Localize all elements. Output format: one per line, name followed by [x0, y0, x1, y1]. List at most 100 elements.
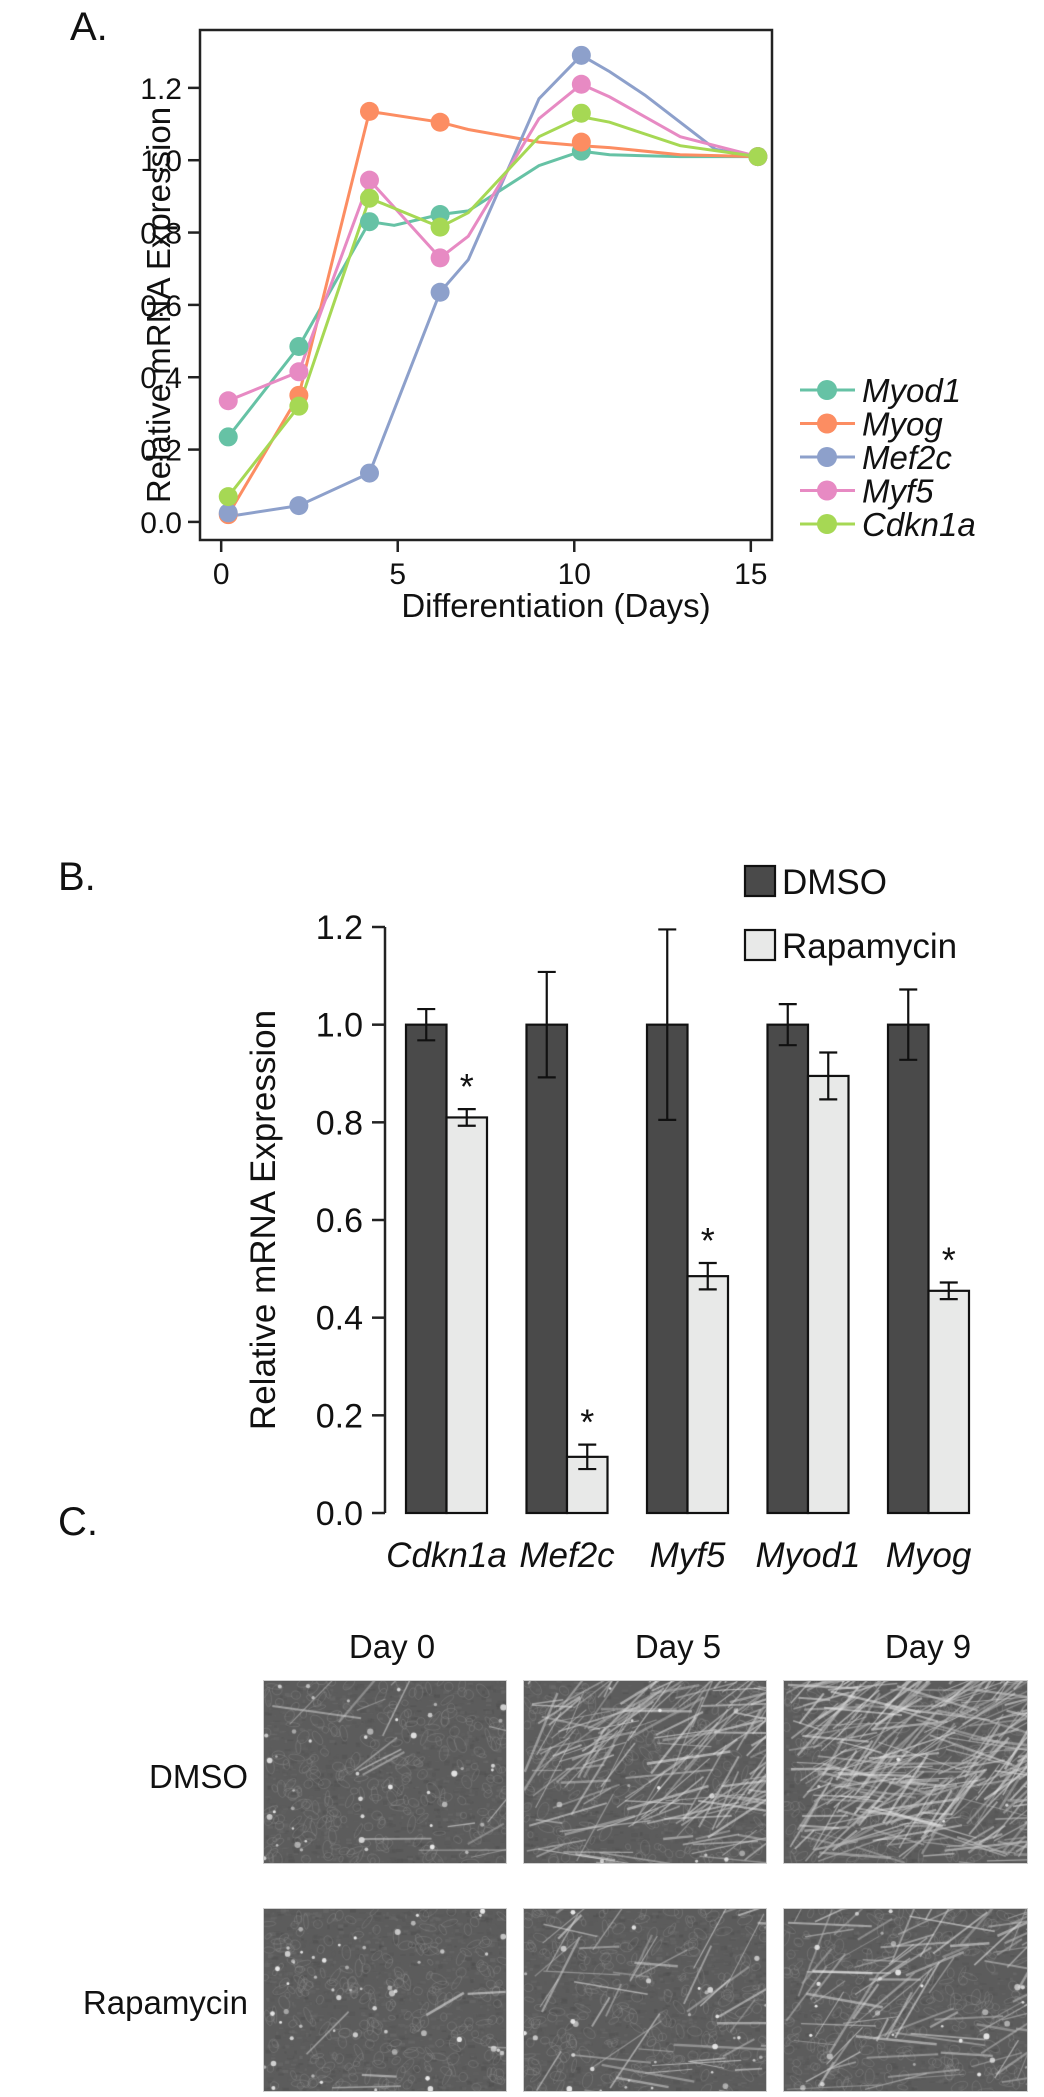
row-label-rapamycin: Rapamycin — [83, 1984, 248, 2021]
legend-label-myog: Myog — [862, 406, 943, 443]
data-point-myf5 — [430, 248, 450, 268]
data-point-myog — [430, 112, 450, 132]
bar-chart-y-tick-label: 0.4 — [316, 1300, 363, 1338]
line-series-myog — [226, 109, 758, 516]
line-series-myf5 — [227, 82, 759, 403]
line-chart-frame — [198, 28, 774, 542]
column-label-day-9: Day 9 — [885, 1628, 971, 1665]
bar-dmso-cdkn1a — [404, 1023, 448, 1515]
micrograph-rapamycin-day-9 — [783, 1908, 1028, 2092]
legend-marker-myf5 — [817, 480, 837, 501]
line-chart-x-label: Differentiation (Days) — [401, 587, 710, 624]
legend-swatch-rapamycin — [743, 928, 777, 962]
line-chart-y-tick-label: 1.0 — [140, 145, 182, 178]
bar-chart-category-label: Myf5 — [650, 1536, 726, 1575]
line-chart-y-tick-label: 1.2 — [140, 73, 182, 106]
legend-marker-mef2c — [817, 447, 837, 467]
bar-chart: 0.0 0.2 0.4 0.6 0.8 1.0 1.2 * * * * Cdkn1a Mef2c My… — [244, 863, 972, 1575]
line-chart-y-tick-label: 0.4 — [140, 362, 182, 395]
legend-label-cdkn1a: Cdkn1a — [862, 506, 976, 543]
bar-chart-y-tick-label: 1.2 — [316, 909, 363, 947]
panel-b-label: B. — [58, 855, 96, 899]
data-point-myod1 — [359, 212, 379, 232]
data-point-mef2c — [218, 503, 238, 523]
data-point-cdkn1a — [748, 147, 768, 167]
line-chart-x-tick-label: 5 — [389, 558, 406, 591]
line-chart-x-axis: 0 5 10 15 — [213, 540, 768, 591]
line-series-cdkn1a — [227, 115, 759, 498]
bar-chart-x-axis: Cdkn1a Mef2c Myf5 Myod1 Myog — [386, 1536, 972, 1575]
bar-chart-legend: DMSO Rapamycin — [743, 863, 957, 966]
legend-marker-myog — [817, 413, 837, 434]
bar-dmso-myog — [886, 1023, 930, 1515]
bar-dmso-myod1 — [766, 1023, 810, 1515]
data-point-cdkn1a — [430, 217, 450, 237]
line-chart-y-tick-label: 0.6 — [140, 290, 182, 323]
data-point-myf5 — [218, 391, 238, 411]
line-series-mef2c — [227, 53, 759, 518]
data-point-mef2c — [289, 496, 309, 516]
line-chart-y-axis: 0.0 0.2 0.4 0.6 0.8 1.0 1.2 — [140, 73, 200, 540]
data-point-mef2c — [571, 45, 591, 65]
micrograph-rapamycin-day-0 — [263, 1908, 507, 2092]
line-chart-x-tick-label: 15 — [734, 558, 767, 591]
column-label-day-5: Day 5 — [635, 1628, 721, 1665]
bar-rapamycin-myog — [927, 1289, 971, 1515]
bar-chart-bars: * * * * — [404, 928, 971, 1515]
data-point-myog — [571, 132, 591, 152]
bar-chart-y-tick-label: 0.2 — [316, 1397, 363, 1435]
bar-rapamycin-myf5 — [686, 1275, 730, 1515]
data-point-myf5 — [359, 170, 379, 190]
significance-marker: * — [580, 1402, 594, 1443]
micrograph-dmso-day-5 — [523, 1680, 767, 1864]
legend-label-myod1: Myod1 — [862, 372, 961, 409]
panel-c-label: C. — [58, 1500, 98, 1544]
legend-marker-cdkn1a — [817, 514, 837, 534]
data-point-myf5 — [571, 74, 591, 94]
bar-rapamycin-myod1 — [806, 1074, 850, 1515]
legend-label-rapamycin: Rapamycin — [782, 927, 957, 966]
line-chart-y-label: Relative mRNA Expression — [140, 107, 177, 503]
data-point-myod1 — [289, 336, 309, 356]
data-point-myf5 — [289, 362, 309, 382]
significance-marker: * — [460, 1066, 474, 1107]
bar-chart-y-tick-label: 0.0 — [316, 1495, 363, 1533]
bar-chart-y-tick-label: 0.8 — [316, 1104, 363, 1142]
significance-marker: * — [701, 1220, 715, 1261]
column-label-day-0: Day 0 — [349, 1628, 435, 1665]
bar-chart-y-label: Relative mRNA Expression — [244, 1010, 283, 1430]
line-chart-y-tick-label: 0.0 — [140, 507, 182, 540]
data-point-mef2c — [430, 282, 450, 302]
micrograph-dmso-day-0 — [263, 1680, 507, 1864]
line-chart-y-tick-label: 0.2 — [140, 435, 182, 468]
line-chart-y-tick-label: 0.8 — [140, 218, 182, 251]
data-point-myog — [359, 101, 379, 121]
line-chart-x-tick-label: 10 — [558, 558, 591, 591]
data-point-cdkn1a — [571, 103, 591, 123]
data-point-mef2c — [359, 463, 379, 483]
bar-chart-y-tick-label: 1.0 — [316, 1007, 363, 1045]
micrograph-rapamycin-day-5 — [523, 1908, 767, 2092]
significance-marker: * — [942, 1240, 956, 1281]
line-chart: 0.0 0.2 0.4 0.6 0.8 1.0 1.2 0 5 10 15 Myod1MyogMe… — [140, 28, 976, 624]
row-label-dmso: DMSO — [149, 1758, 248, 1795]
bar-chart-category-label: Mef2c — [519, 1536, 615, 1575]
data-point-myod1 — [218, 427, 238, 447]
bar-chart-category-label: Myod1 — [755, 1536, 860, 1575]
panel-a-label: A. — [70, 5, 108, 49]
micrograph-dmso-day-9 — [783, 1680, 1028, 1864]
bar-chart-category-label: Myog — [886, 1536, 972, 1575]
line-chart-series — [218, 45, 768, 525]
bar-chart-category-label: Cdkn1a — [386, 1536, 507, 1575]
data-point-cdkn1a — [218, 487, 238, 507]
data-point-cdkn1a — [359, 188, 379, 208]
line-chart-x-tick-label: 0 — [213, 558, 230, 591]
bar-chart-y-tick-label: 0.6 — [316, 1202, 363, 1240]
bar-chart-y-axis: 0.0 0.2 0.4 0.6 0.8 1.0 1.2 — [316, 909, 387, 1533]
bar-rapamycin-cdkn1a — [445, 1116, 489, 1515]
bar-dmso-mef2c — [525, 1023, 569, 1515]
legend-swatch-dmso — [743, 864, 777, 898]
legend-marker-myod1 — [817, 380, 837, 400]
legend-label-myf5: Myf5 — [862, 473, 934, 510]
